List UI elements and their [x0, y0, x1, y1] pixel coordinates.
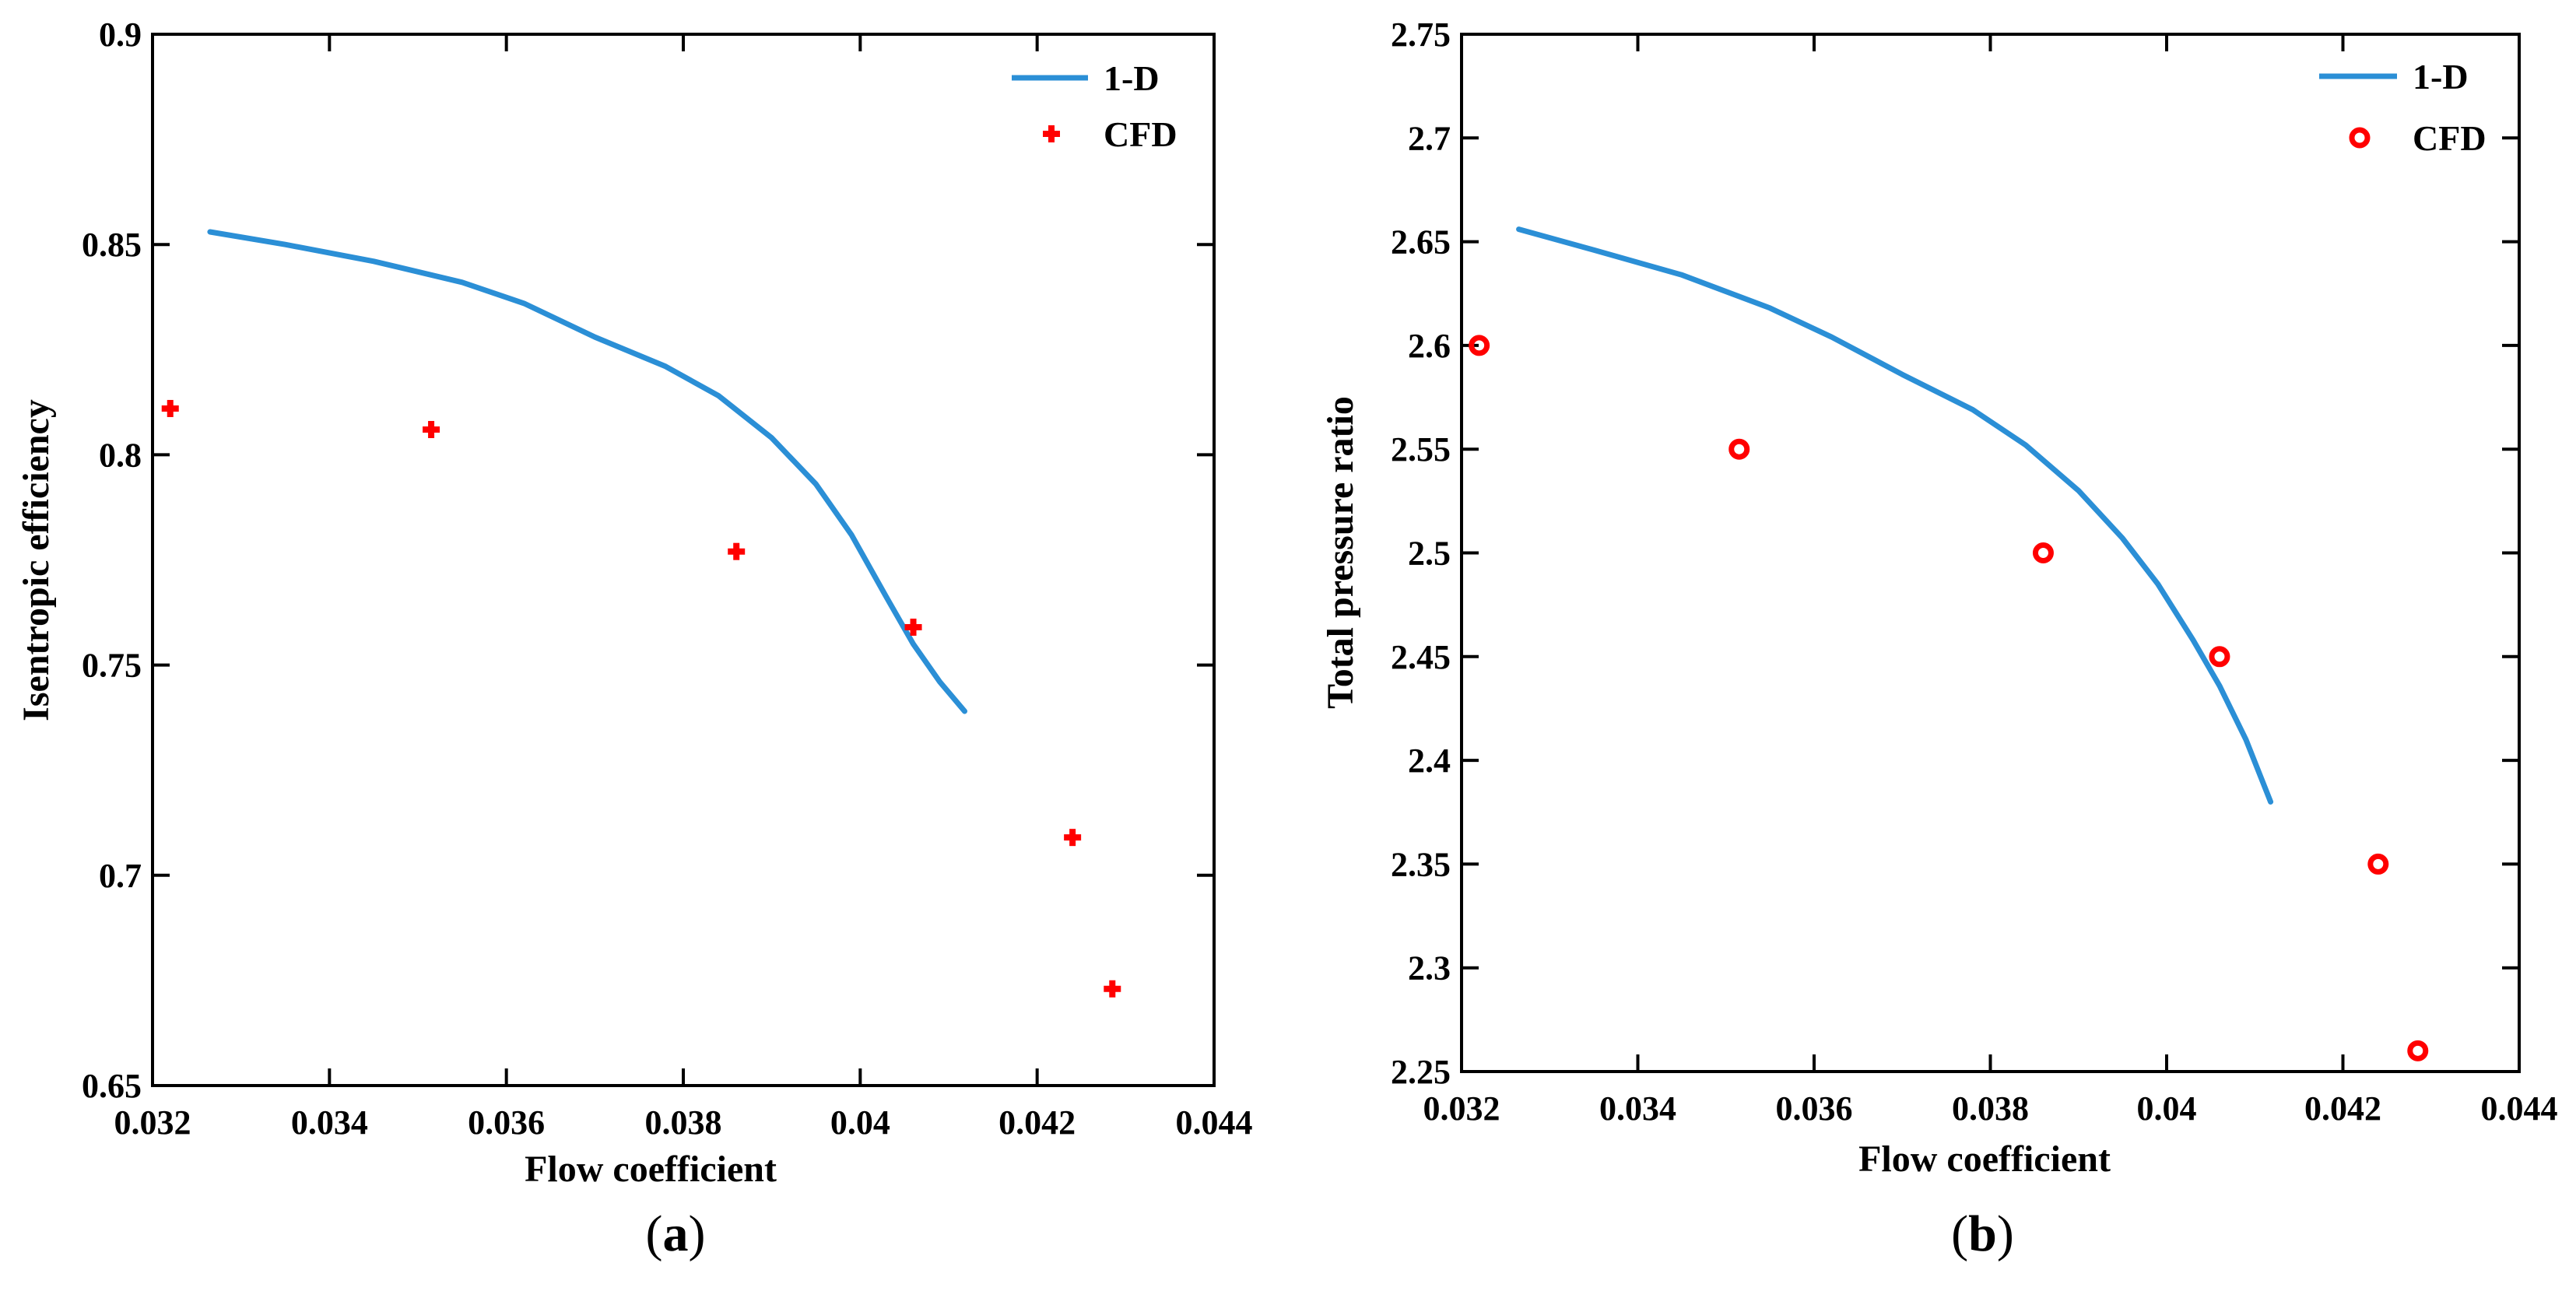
chart-a-legend-1d-label: 1-D [1104, 58, 1160, 98]
chart-b-frame [1460, 33, 2521, 1073]
cfd-point [1728, 438, 1750, 460]
x-tick-label: 0.04 [830, 1103, 890, 1142]
chart-b-y-axis-label: Total pressure ratio [1320, 396, 1361, 709]
x-tick-label: 0.034 [291, 1103, 368, 1142]
chart-a-panel-letter: a [663, 1205, 689, 1262]
y-tick-label: 2.65 [1391, 223, 1451, 261]
cfd-point [1469, 335, 1490, 356]
cfd-point [2032, 542, 2054, 563]
chart-b-legend-1d-label: 1-D [2413, 57, 2469, 96]
x-tick-label: 0.032 [114, 1103, 191, 1142]
chart-b-panel-letter: b [1968, 1205, 1997, 1262]
chart-b-x-ticks: 0.032 0.034 0.036 0.038 0.04 0.042 0.044 [1423, 34, 2558, 1128]
y-tick-label: 2.3 [1408, 949, 1451, 988]
chart-a-panel-label: (a) [646, 1205, 706, 1262]
chart-b-panel-label: (b) [1951, 1205, 2014, 1262]
y-tick-label: 2.7 [1408, 119, 1451, 157]
chart-b-x-axis-label: Flow coefficient [1858, 1138, 2111, 1180]
chart-a-x-axis-label: Flow coefficient [525, 1149, 777, 1190]
y-tick-label: 0.9 [99, 16, 142, 54]
chart-a-y-axis-label: Isentropic efficiency [16, 399, 57, 721]
cfd-point [161, 399, 179, 417]
x-tick-label: 0.038 [1952, 1089, 2029, 1128]
y-tick-label: 2.6 [1408, 327, 1451, 365]
y-tick-label: 0.75 [82, 647, 142, 685]
chart-a-cfd-points [161, 399, 1121, 998]
chart-a-legend: 1-D CFD [1012, 58, 1177, 154]
x-tick-label: 0.036 [468, 1103, 545, 1142]
chart-a-x-ticks: 0.032 0.034 0.036 0.038 0.04 0.042 0.044 [114, 34, 1253, 1142]
chart-b-1d-line [1516, 226, 2274, 805]
chart-a: 0.032 0.034 0.036 0.038 0.04 0.042 0.044 0.650… [16, 16, 1253, 1262]
y-tick-label: 2.35 [1391, 845, 1451, 883]
cfd-point [2367, 853, 2389, 875]
legend-cfd-symbol [1043, 125, 1060, 142]
chart-b-legend: 1-D CFD [2319, 57, 2487, 158]
chart-a-frame [151, 33, 1216, 1087]
x-tick-label: 0.044 [2481, 1089, 2558, 1128]
x-tick-label: 0.038 [645, 1103, 722, 1142]
y-tick-label: 0.65 [82, 1067, 142, 1105]
x-tick-label: 0.042 [998, 1103, 1076, 1142]
chart-a-legend-cfd-marker [1043, 125, 1060, 142]
x-tick-label: 0.032 [1423, 1089, 1500, 1128]
chart-a-1d-line [207, 229, 967, 714]
x-tick-label: 0.036 [1776, 1089, 1853, 1128]
cfd-point [728, 542, 746, 560]
cfd-point [1064, 829, 1082, 847]
cfd-point [904, 618, 922, 636]
chart-b-cfd-points [1469, 335, 2429, 1061]
y-tick-label: 2.75 [1391, 16, 1451, 54]
cfd-point [2407, 1040, 2429, 1061]
y-tick-label: 0.7 [99, 857, 142, 895]
y-tick-label: 0.85 [82, 226, 142, 264]
x-tick-label: 0.04 [2137, 1089, 2197, 1128]
y-tick-label: 0.8 [99, 436, 142, 474]
x-tick-label: 0.044 [1176, 1103, 1253, 1142]
cfd-point [1104, 980, 1121, 998]
chart-a-y-ticks: 0.65 0.7 0.75 0.8 0.85 0.9 [82, 16, 1214, 1105]
y-tick-label: 2.45 [1391, 638, 1451, 676]
chart-b-y-ticks: 2.25 2.3 2.35 2.4 2.45 2.5 2.55 2.6 2.65 2.7 2.75 [1391, 16, 2519, 1091]
chart-b: 0.032 0.034 0.036 0.038 0.04 0.042 0.044 2.252… [1320, 16, 2558, 1262]
cfd-point [423, 420, 440, 438]
y-tick-label: 2.5 [1408, 535, 1451, 573]
chart-b-legend-cfd-marker [2349, 127, 2371, 149]
x-tick-label: 0.034 [1599, 1089, 1676, 1128]
chart-a-legend-cfd-label: CFD [1104, 114, 1177, 154]
y-tick-label: 2.55 [1391, 430, 1451, 468]
x-tick-label: 0.042 [2304, 1089, 2381, 1128]
chart-b-legend-cfd-label: CFD [2413, 118, 2487, 158]
cfd-point [2209, 646, 2230, 668]
y-tick-label: 2.4 [1408, 742, 1451, 780]
y-tick-label: 2.25 [1391, 1053, 1451, 1091]
legend-cfd-symbol [2349, 127, 2371, 149]
